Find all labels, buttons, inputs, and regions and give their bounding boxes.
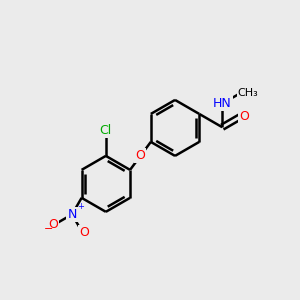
Text: O: O xyxy=(136,149,146,162)
Text: CH₃: CH₃ xyxy=(237,88,258,98)
Text: O: O xyxy=(79,226,89,239)
Text: O: O xyxy=(48,218,58,231)
Text: +: + xyxy=(77,202,84,211)
Text: O: O xyxy=(239,110,249,123)
Text: Cl: Cl xyxy=(100,124,112,137)
Text: N: N xyxy=(68,208,77,221)
Text: HN: HN xyxy=(213,97,232,110)
Text: −: − xyxy=(44,224,53,234)
